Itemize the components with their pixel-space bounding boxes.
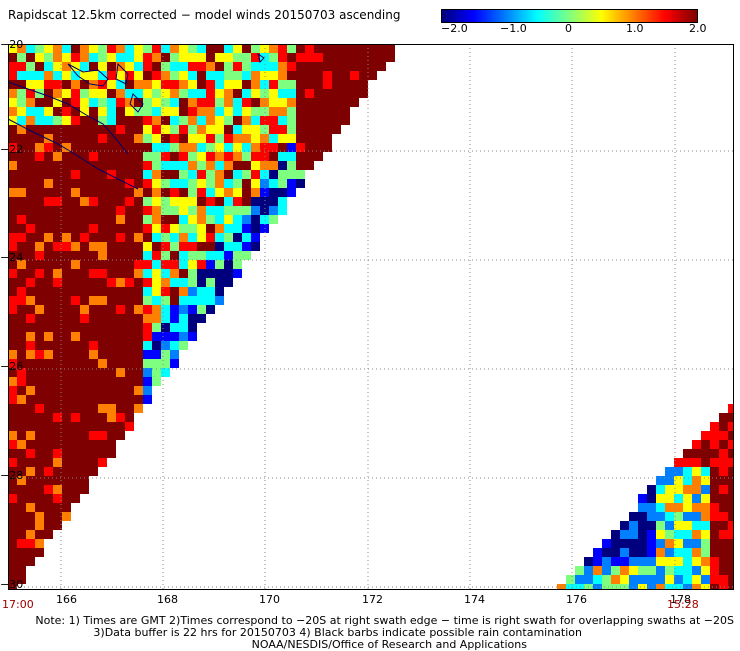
footnote-line-2: 3)Data buffer is 22 hrs for 20150703 4) … [93,626,582,639]
lat-label: −24 [0,251,24,264]
lat-label: −20 [0,38,24,51]
right-swath-time: 15:28 [667,598,699,611]
plot-title: Rapidscat 12.5km corrected − model winds… [8,8,401,22]
left-swath-time: 17:00 [2,598,34,611]
lon-label: 170 [259,593,280,606]
lon-label: 166 [56,593,77,606]
lon-label: 178 [670,593,691,606]
wind-difference-map [8,44,734,590]
footnote-line-3: NOAA/NESDIS/Office of Research and Appli… [251,638,527,651]
footnote-line-1: Note: 1) Times are GMT 2)Times correspon… [35,614,734,627]
swath-cells [8,44,734,590]
colorbar-tick: 0 [565,22,572,35]
lon-label: 168 [157,593,178,606]
colorbar [441,9,698,23]
colorbar-tick: 2.0 [689,22,707,35]
lat-label: −22 [0,143,24,156]
lon-label: 176 [566,593,587,606]
lat-label: −26 [0,360,24,373]
coastline [8,52,265,190]
lon-label: 172 [362,593,383,606]
colorbar-tick: −1.0 [500,22,527,35]
lon-label: 174 [464,593,485,606]
map-frame [8,44,734,590]
lat-label: −28 [0,469,24,482]
colorbar-tick: −2.0 [441,22,468,35]
lat-label: −30 [0,578,24,591]
colorbar-tick: 1.0 [626,22,644,35]
graticule [8,44,734,590]
